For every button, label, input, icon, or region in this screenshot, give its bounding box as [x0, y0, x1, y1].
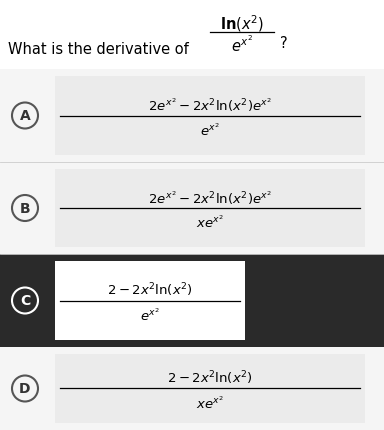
Text: $e^{x^2}$: $e^{x^2}$ [140, 307, 160, 323]
Text: $xe^{x^2}$: $xe^{x^2}$ [196, 214, 224, 231]
Text: $2-2x^2\mathrm{ln}(x^2)$: $2-2x^2\mathrm{ln}(x^2)$ [107, 281, 193, 298]
Text: What is the derivative of: What is the derivative of [8, 43, 189, 57]
Text: $\mathbf{ln}(x^2)$: $\mathbf{ln}(x^2)$ [220, 14, 264, 34]
Text: C: C [20, 294, 30, 308]
Text: ?: ? [280, 37, 288, 51]
FancyBboxPatch shape [0, 255, 384, 347]
Text: $2-2x^2\mathrm{ln}(x^2)$: $2-2x^2\mathrm{ln}(x^2)$ [167, 369, 253, 387]
Text: $e^{x^2}$: $e^{x^2}$ [200, 122, 220, 138]
FancyBboxPatch shape [0, 347, 384, 430]
FancyBboxPatch shape [55, 77, 365, 156]
Text: $2e^{x^2}-2x^2\mathrm{ln}(x^2)e^{x^2}$: $2e^{x^2}-2x^2\mathrm{ln}(x^2)e^{x^2}$ [148, 96, 272, 114]
FancyBboxPatch shape [0, 70, 384, 163]
FancyBboxPatch shape [55, 261, 245, 340]
FancyBboxPatch shape [55, 169, 365, 247]
Text: $e^{x^2}$: $e^{x^2}$ [231, 35, 253, 55]
FancyBboxPatch shape [55, 354, 365, 423]
Text: B: B [20, 202, 30, 215]
Text: A: A [20, 109, 30, 123]
Text: $xe^{x^2}$: $xe^{x^2}$ [196, 394, 224, 411]
FancyBboxPatch shape [0, 163, 384, 255]
Text: $2e^{x^2}-2x^2\mathrm{ln}(x^2)e^{x^2}$: $2e^{x^2}-2x^2\mathrm{ln}(x^2)e^{x^2}$ [148, 189, 272, 206]
Text: D: D [19, 381, 31, 396]
